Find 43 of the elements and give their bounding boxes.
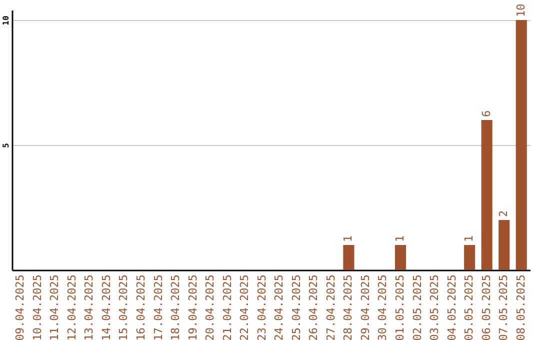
x-tick-label: 09.04.2025 (14, 274, 27, 340)
data-label: 1 (394, 235, 406, 242)
bar (498, 220, 510, 270)
x-tick-label: 02.05.2025 (410, 274, 424, 340)
x-tick-label: 23.04.2025 (255, 274, 268, 340)
x-tick-label: 11.04.2025 (48, 274, 62, 340)
bar (394, 245, 406, 270)
x-tick-label: 13.04.2025 (82, 274, 96, 340)
x-tick-label: 19.04.2025 (186, 274, 200, 340)
x-tick-label: 24.04.2025 (272, 274, 286, 340)
x-tick-label: 27.04.2025 (324, 274, 338, 340)
y-tick-label: 5 (2, 142, 10, 148)
x-tick-label: 05.05.2025 (462, 274, 476, 340)
data-label: 10 (514, 4, 528, 17)
x-tick-label: 20.04.2025 (204, 274, 217, 340)
x-tick-label: 16.04.2025 (134, 274, 148, 340)
bar (516, 20, 527, 270)
x-tick-label: 30.04.2025 (376, 274, 390, 340)
x-tick-label: 08.05.2025 (514, 274, 528, 340)
x-tick-label: 10.04.2025 (30, 274, 44, 340)
x-tick-label: 18.04.2025 (169, 274, 182, 340)
bar (464, 245, 476, 270)
data-label: 1 (342, 235, 355, 242)
x-tick-label: 01.05.2025 (394, 274, 406, 340)
x-tick-label: 29.04.2025 (358, 274, 372, 340)
x-tick-label: 14.04.2025 (100, 274, 113, 340)
data-label: 6 (480, 110, 493, 117)
x-tick-label: 28.04.2025 (342, 274, 355, 340)
x-tick-label: 17.04.2025 (152, 274, 165, 340)
x-tick-label: 03.05.2025 (428, 274, 442, 340)
bar (481, 120, 492, 270)
data-label: 2 (497, 210, 510, 217)
x-tick-label: 15.04.2025 (117, 274, 130, 340)
x-tick-label: 07.05.2025 (497, 274, 510, 340)
x-tick-label: 26.04.2025 (307, 274, 320, 340)
data-label: 1 (462, 235, 476, 242)
x-tick-label: 12.04.2025 (65, 274, 78, 340)
x-tick-label: 25.04.2025 (290, 274, 303, 340)
x-tick-label: 21.04.2025 (220, 274, 234, 340)
x-tick-label: 06.05.2025 (480, 274, 493, 340)
x-tick-label: 04.05.2025 (445, 274, 458, 340)
bar (343, 245, 354, 270)
x-tick-label: 22.04.2025 (238, 274, 252, 340)
